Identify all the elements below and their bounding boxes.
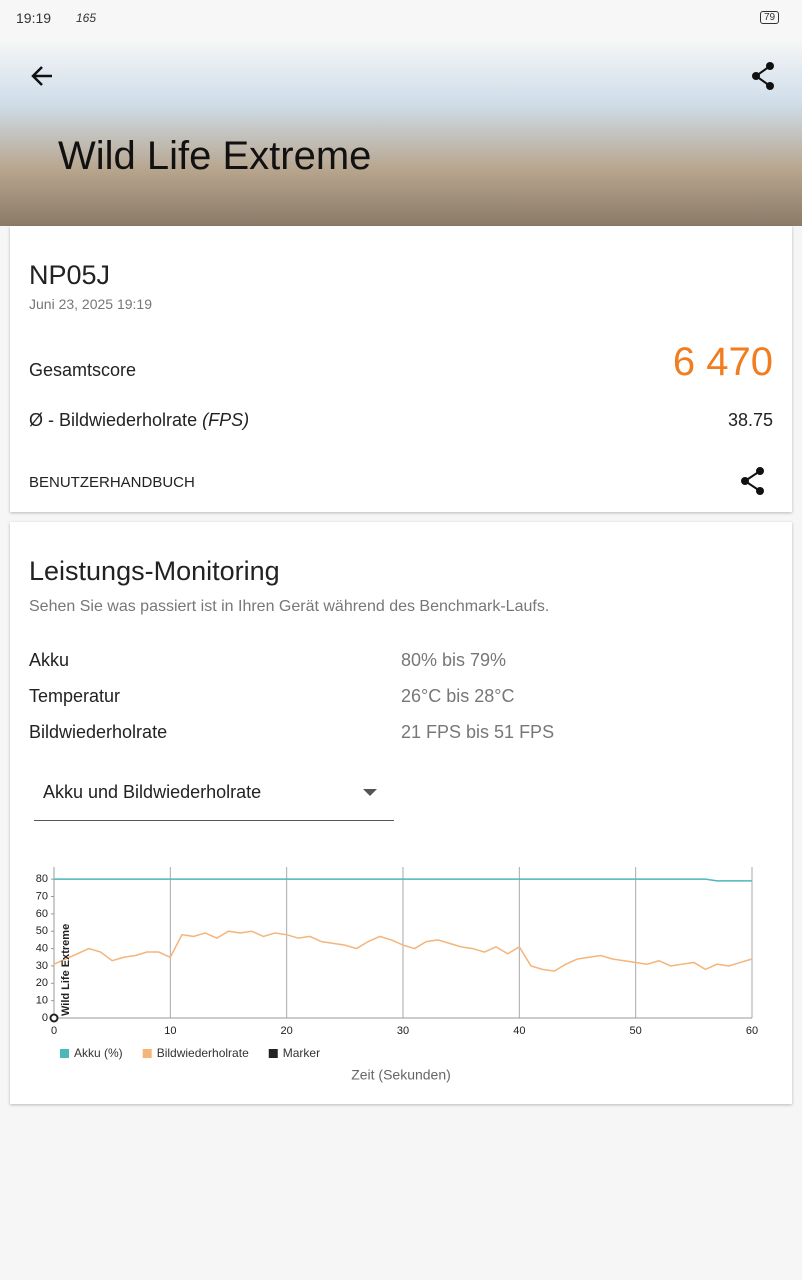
battery: 79 [760, 11, 780, 24]
x-tick-label: 50 [630, 1025, 642, 1037]
y-tick-label: 80 [36, 873, 48, 885]
fps-row: Ø - Bildwiederholrate (FPS) [29, 410, 249, 431]
legend-swatch [60, 1049, 69, 1058]
stat-label: Temperatur [29, 686, 121, 706]
fps: 38.75 [727, 410, 773, 430]
y-tick-label: 30 [36, 960, 48, 972]
share-button[interactable] [739, 466, 769, 496]
score-label: Gesamtscore [29, 360, 137, 380]
title: Wild Life Extreme [58, 134, 372, 178]
device: NP05J [29, 260, 111, 290]
back-button[interactable] [24, 56, 64, 96]
marker [49, 1013, 59, 1023]
series-line [53, 930, 753, 972]
y-tick-label: 50 [36, 925, 48, 937]
y-tick-label: 60 [36, 908, 48, 920]
series-line [54, 878, 752, 882]
x-tick-label: 30 [397, 1025, 409, 1037]
legend-label: Bildwiederholrate [157, 1046, 249, 1060]
y-tick-label: 0 [42, 1012, 48, 1024]
section-title: Leistungs-Monitoring [29, 556, 280, 586]
stat-label: Bildwiederholrate [29, 722, 168, 742]
score: 6 470 [672, 340, 773, 384]
chart: 0 10 20 30 40 50 60 70 80 0 10 20 30 40 50 60 Wild Life … [36, 867, 758, 1083]
x-tick-label: 60 [746, 1025, 758, 1037]
manual-link[interactable]: BENUTZERHANDBUCH [29, 474, 195, 491]
stat-value: 80% bis 79% [401, 650, 507, 670]
status-bar: 19:19 165 79 [0, 0, 802, 38]
legend-label: Akku (%) [74, 1046, 123, 1060]
x-tick-label: 0 [51, 1025, 57, 1037]
y-tick-label: 10 [36, 995, 48, 1007]
clock: 19:19 [16, 10, 52, 26]
share-button[interactable] [744, 56, 784, 96]
marker-label: Wild Life Extreme [60, 924, 72, 1016]
header-banner: Wild Life Extreme [0, 38, 802, 226]
y-tick-label: 70 [36, 890, 48, 902]
section-subtitle: Sehen Sie was passiert ist in Ihren Gerä… [29, 598, 550, 615]
dropdown[interactable]: Akku und Bildwiederholrate [34, 772, 394, 821]
fps-unit: (FPS) [202, 410, 250, 430]
x-tick-label: 20 [281, 1025, 293, 1037]
dropdown-arrow [363, 789, 377, 796]
fps-label: Ø - Bildwiederholrate [29, 410, 198, 430]
x-axis-label: Zeit (Sekunden) [351, 1067, 451, 1083]
refresh-rate: 165 [76, 11, 97, 25]
legend-label: Marker [283, 1046, 320, 1060]
stat-label: Akku [29, 650, 70, 670]
stat-value: 26°C bis 28°C [401, 686, 515, 706]
legend-swatch [268, 1049, 278, 1058]
dropdown-text: Akku und Bildwiederholrate [43, 782, 262, 802]
result-card: NP05J Juni 23, 2025 19:19 Gesamtscore 6 … [10, 226, 792, 512]
date: Juni 23, 2025 19:19 [29, 296, 152, 312]
x-tick-label: 40 [513, 1025, 525, 1037]
y-tick-label: 20 [36, 977, 48, 989]
monitoring-card: Leistungs-Monitoring Sehen Sie was passi… [10, 522, 792, 1104]
stat-value: 21 FPS bis 51 FPS [401, 722, 555, 742]
legend-swatch [142, 1049, 152, 1058]
x-tick-label: 10 [164, 1025, 176, 1037]
y-tick-label: 40 [36, 942, 48, 954]
